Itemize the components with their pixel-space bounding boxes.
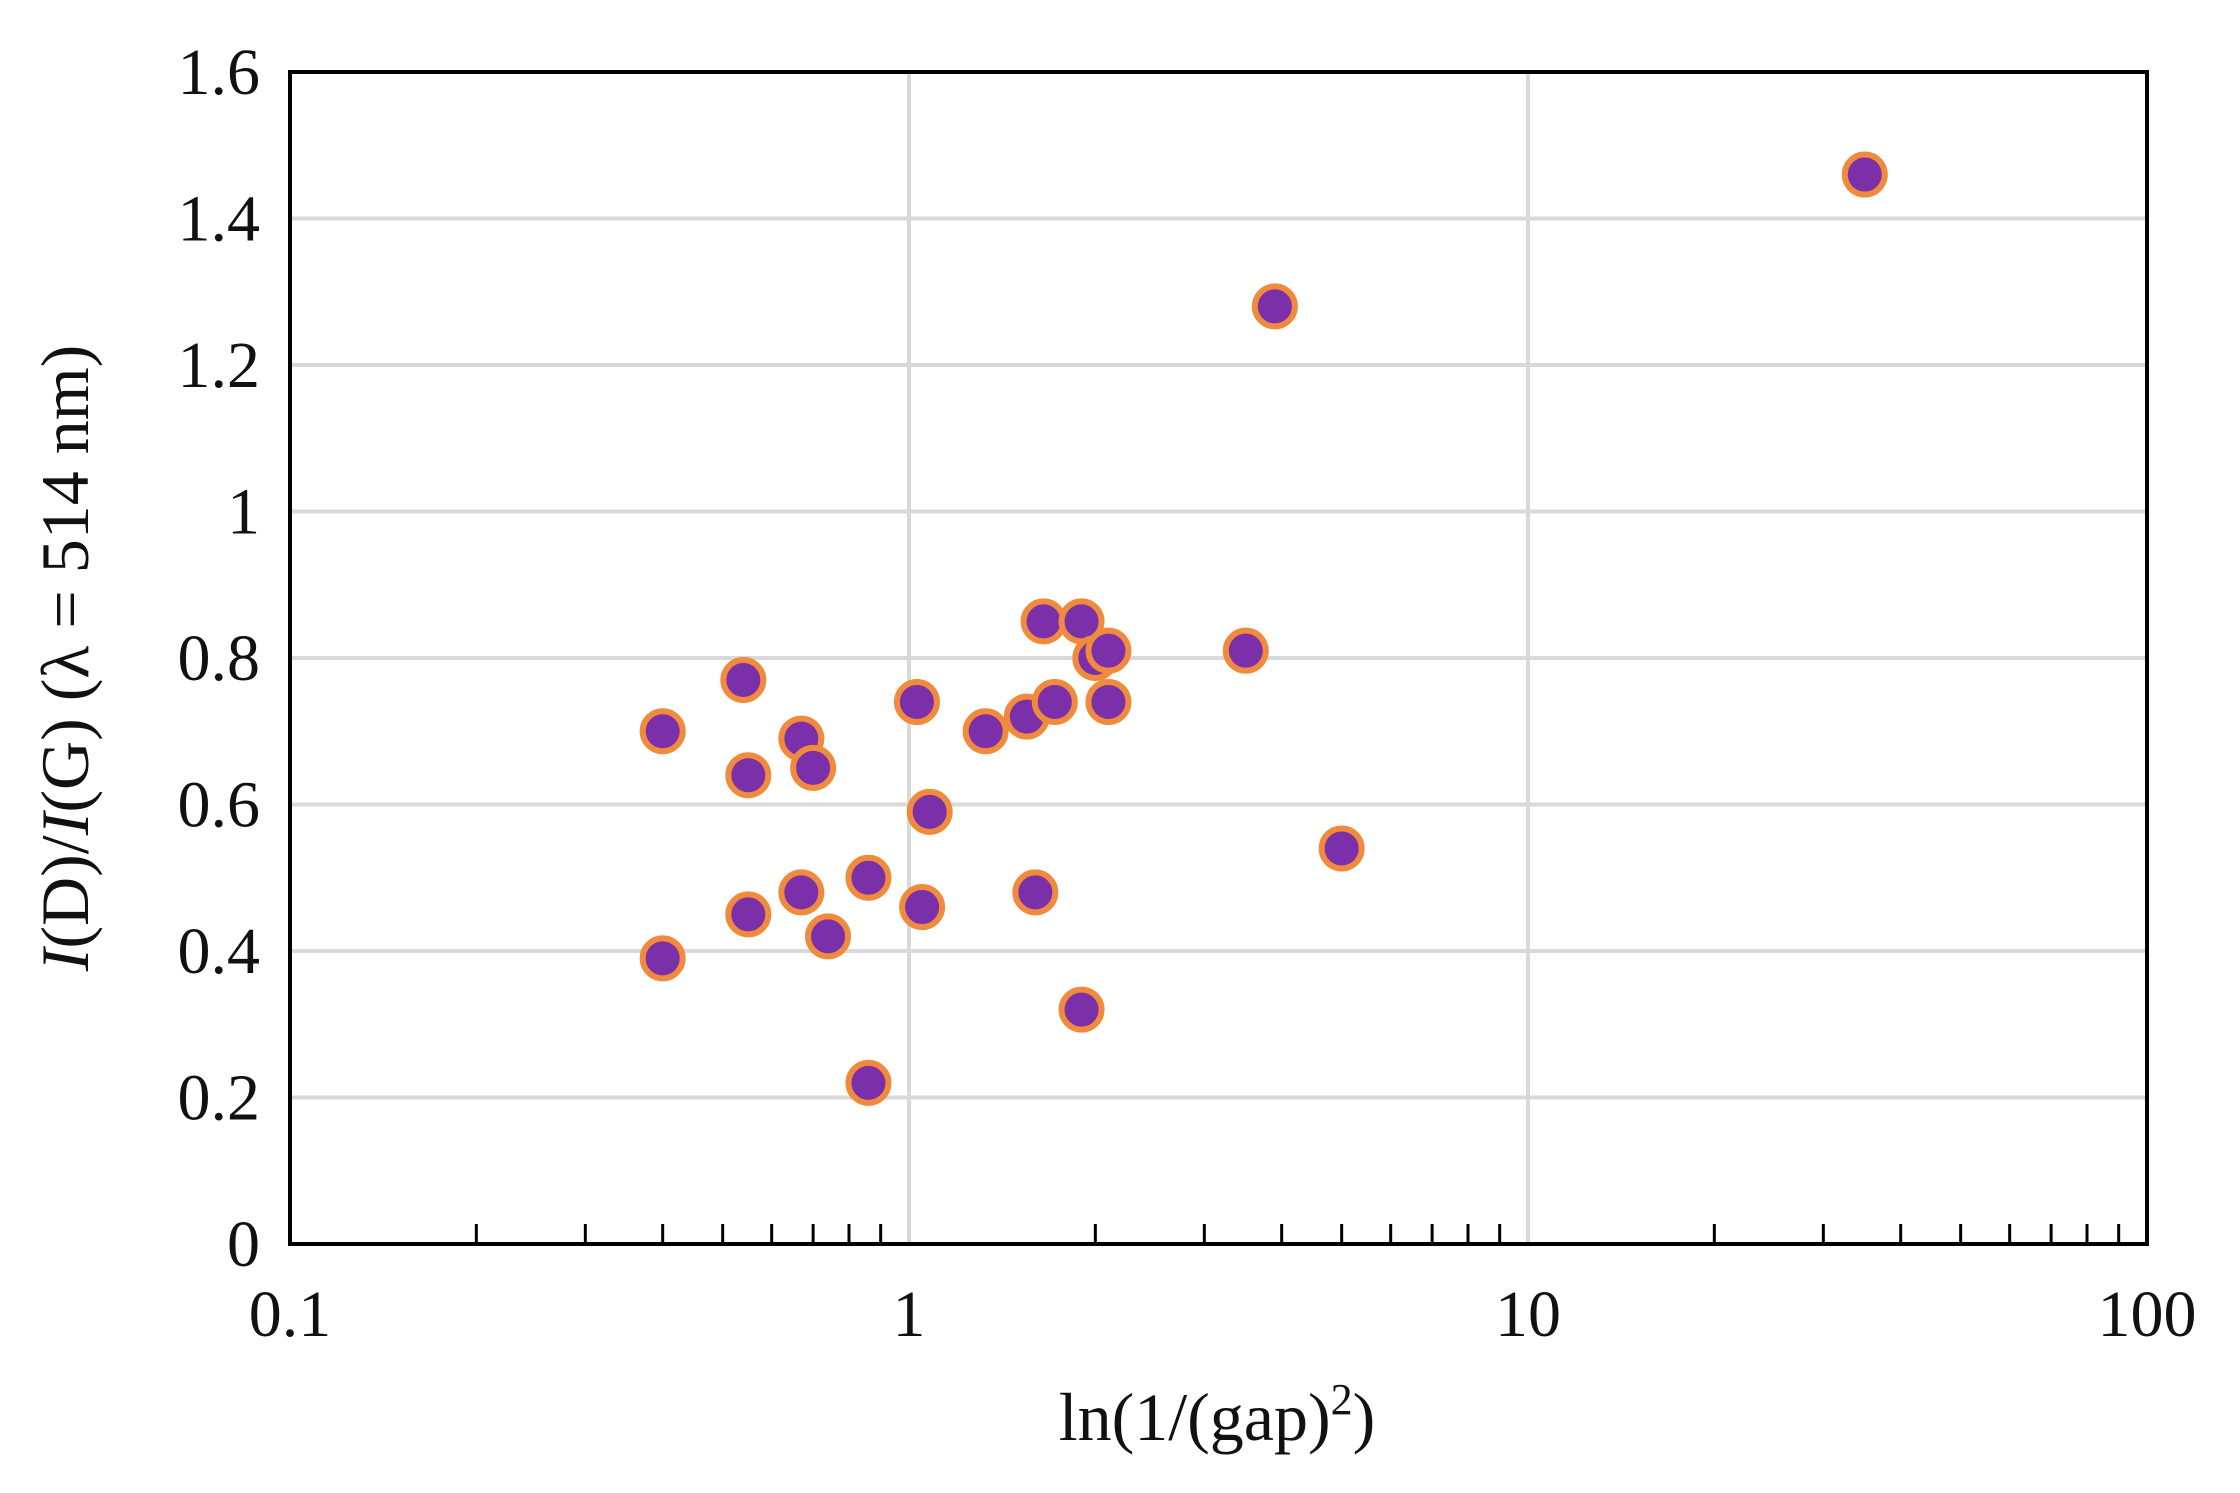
data-point [725,891,772,938]
data-point [639,708,686,755]
data-point [1841,151,1888,198]
gridlines [290,72,2147,1244]
y-tick-label: 1.4 [178,183,261,256]
y-tick-label: 0 [227,1208,260,1281]
y-tick-label: 1.6 [178,36,261,109]
data-point [906,788,953,835]
data-point [1020,598,1067,645]
data-point [899,884,946,931]
data-point [845,1059,892,1106]
data-point [720,656,767,703]
data-point [893,678,940,725]
x-tick-labels: 0.1 1 10 100 [249,1278,2197,1351]
data-point [778,869,825,916]
x-tick-label: 1 [893,1278,926,1351]
x-tick-label: 0.1 [249,1278,332,1351]
data-point [1085,678,1132,725]
y-tick-label: 0.4 [178,915,261,988]
x-tick-label: 100 [2098,1278,2197,1351]
data-point [962,708,1009,755]
minor-ticks [474,1224,2121,1244]
data-point [1012,869,1059,916]
y-tick-label: 0.6 [178,769,261,842]
data-point [1318,825,1365,872]
y-tick-label: 1.2 [178,329,261,402]
data-point [639,935,686,982]
data-point [790,744,837,791]
y-tick-labels: 0 0.2 0.4 0.6 0.8 1 1.2 1.4 1.6 [178,36,261,1281]
data-point [805,913,852,960]
y-axis-title: I(D)/I(G) (λ = 514 nm) [27,345,103,973]
x-axis-title: ln(1/(gap)2) [1059,1375,1376,1455]
plot-area-frame [288,70,2149,1246]
y-tick-label: 1 [227,476,260,549]
data-point [1085,627,1132,674]
data-points [639,151,1888,1106]
data-point [725,752,772,799]
data-point [1058,986,1105,1033]
data-point [845,854,892,901]
x-tick-label: 10 [1495,1278,1561,1351]
y-tick-label: 0.8 [178,622,261,695]
y-tick-label: 0.2 [178,1062,261,1135]
data-point [1251,283,1298,330]
data-point [1031,678,1078,725]
data-point [1222,627,1269,674]
